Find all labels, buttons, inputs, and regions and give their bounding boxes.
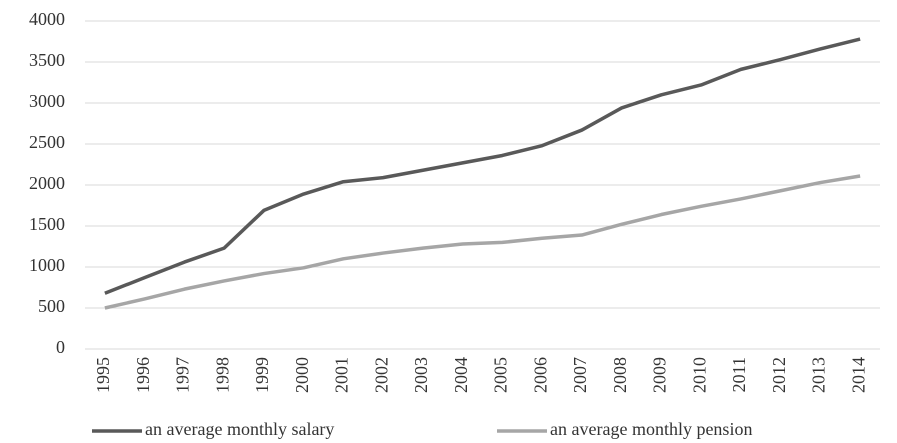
x-tick-label: 1995 [93,357,113,393]
x-tick-label: 1997 [173,357,193,393]
x-tick-label: 2000 [292,357,312,393]
x-tick-label: 2003 [411,357,431,393]
series-line [104,174,861,310]
y-tick-label: 0 [56,337,65,357]
x-tick-label: 2011 [729,357,749,392]
x-tick-label: 2012 [769,357,789,393]
x-tick-label: 2008 [610,357,630,393]
x-tick-label: 1999 [252,357,272,393]
x-tick-label: 2007 [570,357,590,393]
x-tick-label: 2001 [332,357,352,393]
x-tick-label: 1998 [212,357,232,393]
legend-label: an average monthly salary [145,419,334,439]
y-tick-label: 500 [38,296,65,316]
y-tick-label: 2500 [29,132,65,152]
x-tick-label: 2009 [650,357,670,393]
series-line [104,37,861,295]
x-tick-label: 2004 [451,357,471,393]
legend-label: an average monthly pension [550,419,752,439]
y-tick-label: 4000 [29,9,65,29]
y-tick-label: 3000 [29,91,65,111]
x-tick-label: 2014 [848,357,868,393]
y-tick-label: 2000 [29,173,65,193]
y-tick-label: 3500 [29,50,65,70]
x-tick-label: 2010 [689,357,709,393]
x-tick-label: 2002 [371,357,391,393]
y-tick-label: 1500 [29,214,65,234]
y-tick-label: 1000 [29,255,65,275]
x-tick-label: 2013 [809,357,829,393]
x-tick-label: 1996 [133,357,153,393]
x-tick-label: 2005 [491,357,511,393]
x-tick-label: 2006 [530,357,550,393]
